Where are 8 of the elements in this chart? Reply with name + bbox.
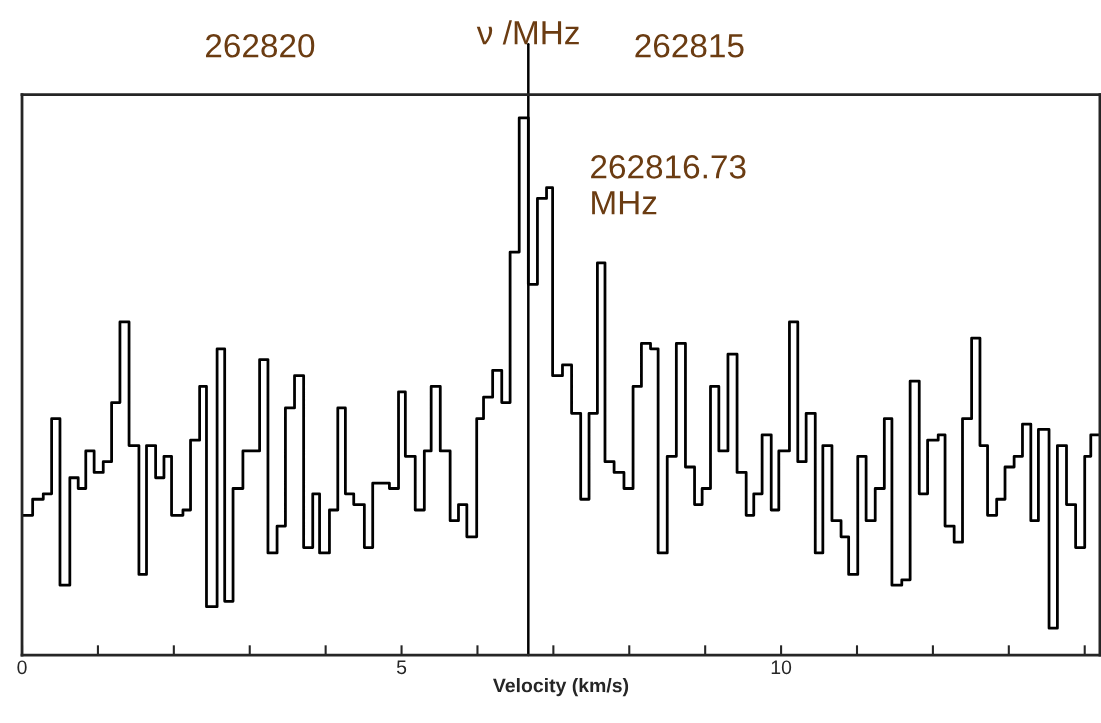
x-tick-label: 10 [771, 660, 792, 675]
x-tick-label: 0 [17, 660, 27, 675]
ref-line-label: 262816.73 MHz [591, 155, 746, 215]
x2-tick-label: 262815 [635, 33, 744, 58]
x-tick-label: 5 [396, 660, 407, 675]
x-axis-title: Velocity (km/s) [493, 678, 629, 697]
x2-tick-label: 262820 [205, 33, 315, 58]
x2-axis-title: ν /MHz [476, 20, 579, 45]
